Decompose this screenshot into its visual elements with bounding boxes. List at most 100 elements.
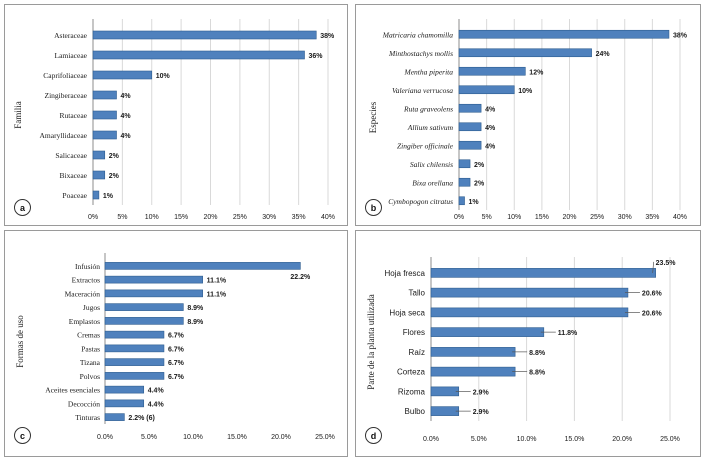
bar (458, 140, 482, 150)
value-label: 12% (529, 69, 544, 76)
value-label: 4% (485, 125, 496, 132)
x-tick-label: 25.0% (660, 436, 680, 443)
y-axis-label: Familia (13, 101, 23, 129)
category-label: Tinturas (75, 413, 100, 422)
value-label: 4% (485, 106, 496, 113)
value-label: 38% (673, 32, 688, 39)
value-label: 1% (469, 199, 480, 206)
x-tick-label: 0.0% (97, 434, 113, 441)
category-label: Tizana (80, 358, 101, 367)
y-axis-label: Especies (368, 101, 378, 133)
x-tick-label: 30% (262, 214, 276, 221)
bar (104, 275, 203, 284)
y-axis-label: Formas de uso (15, 315, 25, 368)
value-label: 36% (309, 53, 324, 60)
category-label: Bulbo (405, 407, 426, 416)
value-label: 8.9% (187, 319, 204, 326)
bar (458, 159, 471, 169)
value-label: 6.7% (168, 374, 185, 381)
bar (92, 50, 305, 60)
leader-line (652, 261, 655, 273)
bar (104, 330, 165, 339)
x-tick-label: 20% (562, 214, 576, 221)
value-label: 23.5% (656, 260, 677, 267)
category-label: Rizoma (398, 387, 426, 396)
x-tick-label: 5% (117, 214, 127, 221)
category-label: Jugos (83, 303, 100, 312)
category-label: Hoja seca (389, 308, 425, 317)
chart-panel-b: 0% 5% 10% 15% 20% 25% 30% 35% 40% Especies Matrica… (355, 4, 701, 226)
value-label: 6.7% (168, 360, 185, 367)
value-label: 20.6% (642, 310, 663, 317)
x-tick-label: 40% (673, 214, 687, 221)
value-label: 2.9% (473, 409, 490, 416)
category-label: Bixa orellana (412, 178, 453, 187)
category-label: Caprifoliaceae (43, 71, 87, 80)
bar (430, 307, 629, 318)
x-tick-label: 15.0% (227, 434, 247, 441)
x-tick-label: 20.0% (612, 436, 632, 443)
bar (104, 262, 301, 270)
x-tick-label: 25% (233, 214, 247, 221)
value-label: 6.7% (168, 346, 185, 353)
x-tick-label: 15% (535, 214, 549, 221)
x-tick-label: 20% (203, 214, 217, 221)
category-label: Asteraceae (54, 31, 88, 40)
bar (458, 196, 465, 206)
x-tick-label: 20.0% (271, 434, 291, 441)
value-label: 11.8% (558, 330, 578, 337)
value-label: 4% (485, 143, 496, 150)
bar (458, 29, 670, 39)
value-label: 6.7% (168, 333, 185, 340)
bar (92, 30, 317, 40)
bar (458, 66, 526, 76)
value-label: 4% (121, 93, 132, 100)
bar (430, 386, 460, 397)
value-label: 8.9% (187, 305, 204, 312)
bar (104, 303, 184, 311)
category-label: Lamiaceae (55, 51, 88, 60)
category-label: Zingiberaceae (45, 91, 88, 100)
bar (104, 317, 184, 325)
x-tick-label: 25% (590, 214, 604, 221)
category-label: Salicaceae (55, 151, 87, 160)
bar (430, 268, 656, 278)
category-label: Raíz (409, 348, 425, 357)
value-label: 2% (109, 173, 120, 180)
category-label: Ruta graveolens (403, 104, 453, 113)
category-label: Poaceae (62, 191, 87, 200)
category-label: Emplastos (69, 317, 100, 326)
category-label: Mentha piperita (403, 67, 453, 76)
category-label: Decocción (68, 399, 100, 408)
category-label: Amaryllidaceae (40, 131, 88, 140)
value-label: 38% (320, 33, 335, 40)
category-label: Pastas (81, 344, 100, 353)
category-label: Salix chilensis (410, 160, 453, 169)
x-tick-label: 0% (88, 214, 98, 221)
category-label: Aceites esenciales (45, 386, 100, 395)
chart-panel-c: 0.0% 5.0% 10.0% 15.0% 20.0% 25.0% Formas de us… (4, 230, 348, 457)
bar (458, 122, 482, 132)
value-label: 1% (103, 193, 114, 200)
value-label: 22.2% (290, 274, 311, 281)
x-tick-label: 0% (454, 214, 464, 221)
bar (92, 90, 117, 100)
category-label: Maceración (65, 289, 101, 298)
bar (458, 103, 482, 113)
category-label: Cymbopogon citratus (388, 197, 453, 206)
value-label: 2.9% (473, 389, 490, 396)
category-label: Corteza (397, 368, 426, 377)
bar (430, 327, 545, 337)
x-tick-label: 10.0% (183, 434, 203, 441)
x-tick-label: 15% (174, 214, 188, 221)
panel-badge: a (14, 199, 31, 216)
bar (92, 110, 117, 120)
chart-svg-c: 0.0% 5.0% 10.0% 15.0% 20.0% 25.0% Formas de us… (15, 253, 335, 441)
x-tick-label: 35% (645, 214, 659, 221)
value-label: 8.8% (529, 370, 546, 377)
x-tick-label: 0.0% (423, 436, 439, 443)
chart-panel-a: 0% 5% 10% 15% 20% 25% 30% 35% 40% Familia Asterace… (4, 4, 348, 226)
x-tick-label: 10% (145, 214, 159, 221)
x-tick-label: 5.0% (141, 434, 157, 441)
category-label: Minthostachys mollis (388, 49, 453, 58)
